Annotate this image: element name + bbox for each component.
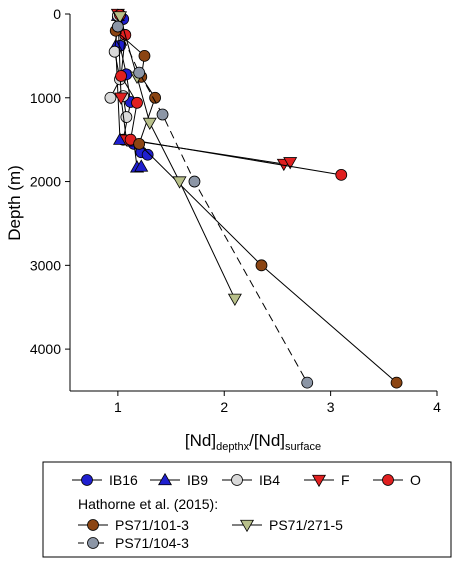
legend-marker-ib16 <box>81 474 93 486</box>
data-point-ps71-101-3 <box>390 376 403 389</box>
legend-group-label: Hathorne et al. (2015): <box>78 496 218 512</box>
legend-label-ps71-271-5: PS71/271-5 <box>269 517 343 533</box>
data-point-ps71-104-3 <box>188 175 201 188</box>
legend-label-ps71-104-3: PS71/104-3 <box>115 535 189 551</box>
series-ps71-104-3 <box>111 20 314 389</box>
data-point-ps71-101-3 <box>149 91 162 104</box>
legend-item-ib9: IB9 <box>150 472 208 488</box>
y-ticks: 0 1000 2000 3000 4000 <box>30 6 70 357</box>
legend-marker-f <box>311 474 327 488</box>
data-point-ps71-104-3 <box>111 20 124 33</box>
data-point-ps71-271-5 <box>142 117 157 131</box>
legend-item-ps71-271-5: PS71/271-5 <box>232 517 343 533</box>
legend-marker-o <box>382 474 394 486</box>
data-point-ps71-271-5 <box>172 176 187 189</box>
series-line-ps71-101-3 <box>115 30 397 383</box>
x-tick-label: 1 <box>114 399 122 415</box>
data-point-o <box>131 96 143 109</box>
legend-label-f: F <box>341 472 350 488</box>
series-line-ps71-271-5 <box>119 16 236 300</box>
legend-item-ib16: IB16 <box>72 472 138 488</box>
data-point-ps71-271-5 <box>112 11 128 24</box>
legend-item-f: F <box>304 472 350 488</box>
legend-marker-ib4 <box>231 474 243 486</box>
x-tick-label: 3 <box>327 399 335 415</box>
legend-marker-ps71-101-3 <box>87 519 99 531</box>
y-tick-label: 0 <box>53 6 61 22</box>
x-ticks: 1 2 3 4 <box>114 391 441 415</box>
data-point-f <box>114 92 129 105</box>
data-point-ps71-104-3 <box>156 108 169 121</box>
data-point-ps71-104-3 <box>133 66 146 79</box>
legend-marker-ps71-271-5 <box>239 519 255 533</box>
data-point-ps71-101-3 <box>255 259 268 272</box>
data-point-o <box>115 70 127 82</box>
legend-label-ib9: IB9 <box>187 472 208 488</box>
data-point-ps71-271-5 <box>227 293 242 306</box>
x-tick-label: 2 <box>220 399 228 415</box>
series-ps71-271-5 <box>112 11 242 306</box>
y-tick-label: 2000 <box>30 174 61 190</box>
data-point-ps71-104-3 <box>301 376 314 389</box>
plot-area: 1 2 3 4 0 1000 2000 3000 4000 <box>30 6 441 415</box>
series-layer <box>104 8 403 389</box>
data-point-ib9 <box>134 159 149 172</box>
legend-item-ib4: IB4 <box>222 472 280 488</box>
data-point-ib4 <box>120 111 133 123</box>
legend: Hathorne et al. (2015): IB16 IB9 IB4 F O PS71… <box>42 461 452 558</box>
data-point-ib16 <box>141 148 154 161</box>
series-line-ps71-104-3 <box>117 26 308 383</box>
y-axis-title: Depth (m) <box>5 165 24 241</box>
series-ps71-101-3 <box>109 24 403 389</box>
data-point-ib4 <box>108 45 121 58</box>
x-axis-title: [Nd]depthx/[Nd]surface <box>185 431 321 453</box>
data-point-f <box>283 157 298 170</box>
legend-item-ps71-101-3: PS71/101-3 <box>78 517 189 533</box>
x-tick-label: 4 <box>433 399 441 415</box>
legend-label-ib16: IB16 <box>109 472 138 488</box>
legend-item-o: O <box>373 472 421 488</box>
y-tick-label: 4000 <box>30 341 61 357</box>
data-point-ps71-101-3 <box>133 137 146 150</box>
data-point-ib4 <box>104 91 117 104</box>
y-tick-label: 3000 <box>30 257 61 273</box>
legend-label-ib4: IB4 <box>259 472 280 488</box>
data-point-ps71-101-3 <box>138 49 151 62</box>
y-tick-label: 1000 <box>30 90 61 106</box>
legend-items: IB16 IB9 IB4 F O PS71/101-3 PS71/271-5 PS71/104… <box>72 472 421 551</box>
legend-item-ps71-104-3: PS71/104-3 <box>78 535 189 551</box>
legend-label-o: O <box>410 472 421 488</box>
data-point-o <box>335 168 348 181</box>
legend-marker-ib9 <box>157 472 173 486</box>
legend-marker-ps71-104-3 <box>87 537 99 549</box>
legend-label-ps71-101-3: PS71/101-3 <box>115 517 189 533</box>
